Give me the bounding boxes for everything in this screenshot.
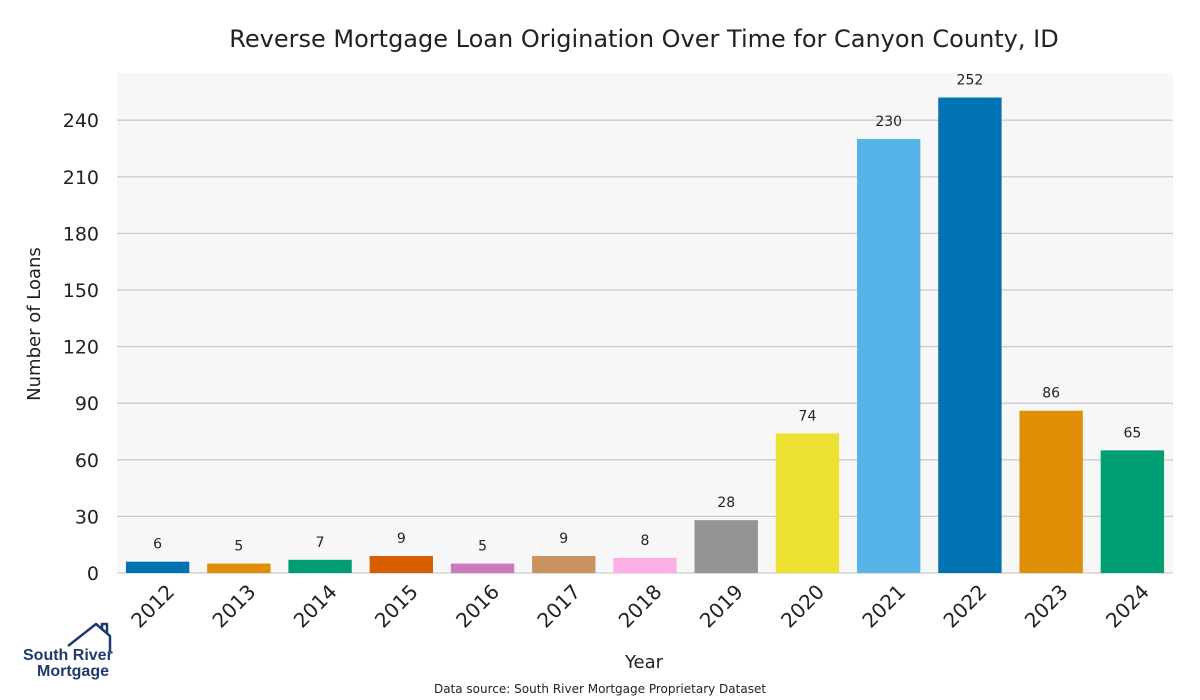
data-label-2019: 28 — [717, 495, 735, 511]
bar-2023 — [1019, 410, 1083, 573]
x-tick-label-2023: 2023 — [1020, 580, 1073, 633]
bar-2017 — [532, 556, 596, 573]
data-label-2013: 5 — [234, 539, 243, 555]
y-tick-label: 240 — [63, 110, 99, 132]
x-tick-label-2012: 2012 — [126, 580, 179, 633]
y-tick-label: 60 — [75, 450, 99, 472]
grid-lines — [117, 119, 1173, 574]
x-tick-label-2020: 2020 — [776, 580, 829, 633]
data-label-2014: 7 — [316, 535, 325, 551]
y-tick-label: 150 — [63, 280, 99, 302]
bar-2024 — [1100, 450, 1165, 573]
x-tick-label-2024: 2024 — [1101, 580, 1154, 633]
y-tick-label: 180 — [63, 223, 99, 245]
data-label-2012: 6 — [153, 537, 162, 553]
bar-2022 — [938, 97, 1002, 573]
bar-2019 — [694, 520, 758, 573]
bar-2013 — [207, 563, 271, 573]
data-label-2017: 9 — [559, 531, 568, 547]
x-tick-label-2019: 2019 — [695, 580, 748, 633]
company-logo: South River Mortgage — [23, 622, 113, 680]
logo-line1: South River — [23, 647, 113, 664]
data-label-2021: 230 — [875, 114, 902, 130]
bar-2014 — [288, 559, 352, 573]
x-tick-label-2017: 2017 — [532, 580, 585, 633]
data-label-2018: 8 — [641, 533, 650, 549]
x-tick-label-2016: 2016 — [451, 580, 504, 633]
logo-line2: Mortgage — [37, 663, 109, 680]
bar-2020 — [775, 433, 840, 573]
bar-2016 — [450, 563, 515, 573]
y-tick-label: 90 — [75, 393, 99, 415]
x-axis-label: Year — [624, 652, 664, 673]
bar-2021 — [857, 139, 921, 574]
data-label-2015: 9 — [397, 531, 406, 547]
chart-title: Reverse Mortgage Loan Origination Over T… — [229, 25, 1058, 53]
data-label-2020: 74 — [799, 408, 817, 424]
x-tick-label-2015: 2015 — [370, 580, 423, 633]
bar-2018 — [613, 557, 677, 573]
data-label-2023: 86 — [1042, 386, 1060, 402]
y-tick-label: 210 — [63, 167, 99, 189]
x-tick-label-2018: 2018 — [614, 580, 667, 633]
bars — [125, 97, 1165, 574]
y-tick-label: 0 — [87, 563, 99, 585]
bar-2012 — [125, 561, 190, 573]
bar-2015 — [369, 556, 433, 573]
x-tick-labels: 2012 2013 2014 2015 2016 2017 2018 2019 2020 2021… — [126, 580, 1154, 633]
y-axis-label: Number of Loans — [24, 247, 45, 401]
x-tick-label-2014: 2014 — [289, 580, 342, 633]
x-tick-label-2021: 2021 — [857, 580, 910, 633]
plot-background — [117, 73, 1173, 573]
data-label-2016: 5 — [478, 539, 487, 555]
house-roof-icon — [67, 622, 112, 652]
data-label-2022: 252 — [957, 73, 984, 89]
y-tick-labels: 0 30 60 90 120 150 180 210 240 — [63, 110, 99, 585]
x-tick-label-2022: 2022 — [938, 580, 991, 633]
data-label-2024: 65 — [1123, 425, 1141, 441]
source-note: Data source: South River Mortgage Propri… — [434, 682, 766, 696]
y-tick-label: 30 — [75, 506, 99, 528]
x-tick-label-2013: 2013 — [207, 580, 260, 633]
y-tick-label: 120 — [63, 337, 99, 359]
